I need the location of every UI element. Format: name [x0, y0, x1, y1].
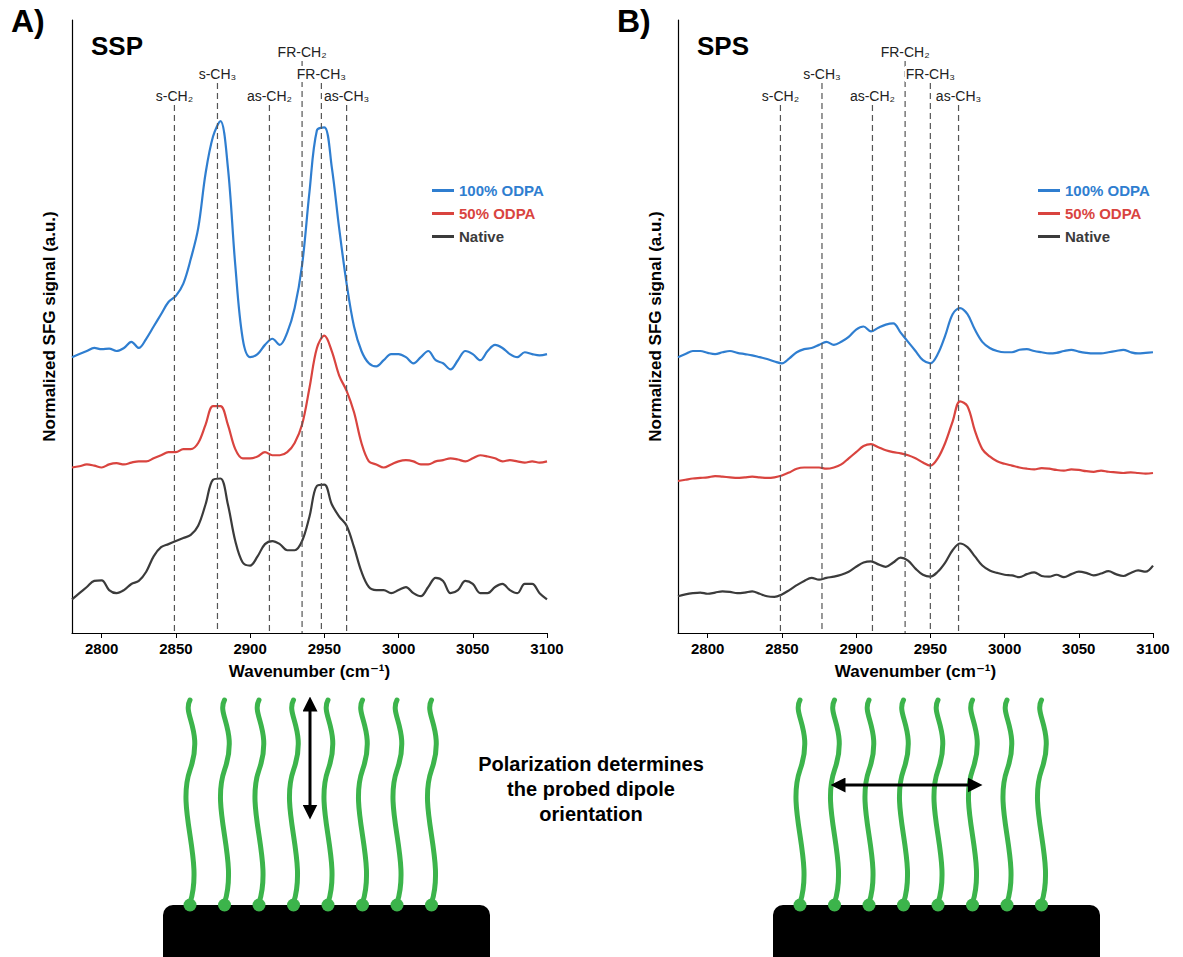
svg-text:2800: 2800: [85, 640, 118, 657]
svg-text:FR-CH₂: FR-CH₂: [278, 44, 327, 60]
svg-text:100% ODPA: 100% ODPA: [1065, 182, 1150, 199]
svg-text:2950: 2950: [308, 640, 341, 657]
svg-text:2800: 2800: [691, 640, 724, 657]
svg-text:s-CH₃: s-CH₃: [803, 66, 841, 82]
svg-text:2950: 2950: [914, 640, 947, 657]
svg-text:SPS: SPS: [697, 31, 749, 61]
svg-text:FR-CH₃: FR-CH₃: [297, 66, 346, 82]
html-text:Polarization determines the pr: Polarization determines the probed dipol…: [478, 753, 704, 825]
svg-text:A): A): [11, 3, 45, 39]
svg-text:FR-CH₃: FR-CH₃: [906, 66, 955, 82]
svg-text:2900: 2900: [839, 640, 872, 657]
svg-text:2900: 2900: [233, 640, 266, 657]
svg-text:2850: 2850: [765, 640, 798, 657]
svg-text:Wavenumber (cm⁻¹): Wavenumber (cm⁻¹): [229, 662, 390, 681]
svg-text:3000: 3000: [988, 640, 1021, 657]
svg-text:Normalized SFG signal (a.u.): Normalized SFG signal (a.u.): [40, 211, 59, 441]
svg-text:3100: 3100: [530, 640, 563, 657]
svg-text:Normalized SFG signal (a.u.): Normalized SFG signal (a.u.): [646, 211, 665, 441]
svg-text:50% ODPA: 50% ODPA: [459, 205, 536, 222]
svg-text:2850: 2850: [159, 640, 192, 657]
svg-text:Native: Native: [459, 228, 504, 245]
svg-text:s-CH₂: s-CH₂: [762, 88, 799, 104]
svg-text:50% ODPA: 50% ODPA: [1065, 205, 1142, 222]
svg-text:Wavenumber (cm⁻¹): Wavenumber (cm⁻¹): [835, 662, 996, 681]
svg-text:s-CH₂: s-CH₂: [156, 88, 193, 104]
svg-text:FR-CH₂: FR-CH₂: [881, 44, 930, 60]
svg-text:3100: 3100: [1136, 640, 1169, 657]
svg-text:3050: 3050: [1062, 640, 1095, 657]
svg-text:as-CH₃: as-CH₃: [324, 88, 369, 104]
svg-text:3050: 3050: [456, 640, 489, 657]
svg-text:s-CH₃: s-CH₃: [199, 66, 237, 82]
svg-text:SSP: SSP: [91, 31, 143, 61]
svg-text:B): B): [617, 3, 651, 39]
svg-text:as-CH₃: as-CH₃: [936, 88, 981, 104]
svg-text:100% ODPA: 100% ODPA: [459, 182, 544, 199]
svg-text:Native: Native: [1065, 228, 1110, 245]
svg-text:3000: 3000: [382, 640, 415, 657]
svg-text:as-CH₂: as-CH₂: [247, 88, 292, 104]
svg-text:as-CH₂: as-CH₂: [850, 88, 895, 104]
